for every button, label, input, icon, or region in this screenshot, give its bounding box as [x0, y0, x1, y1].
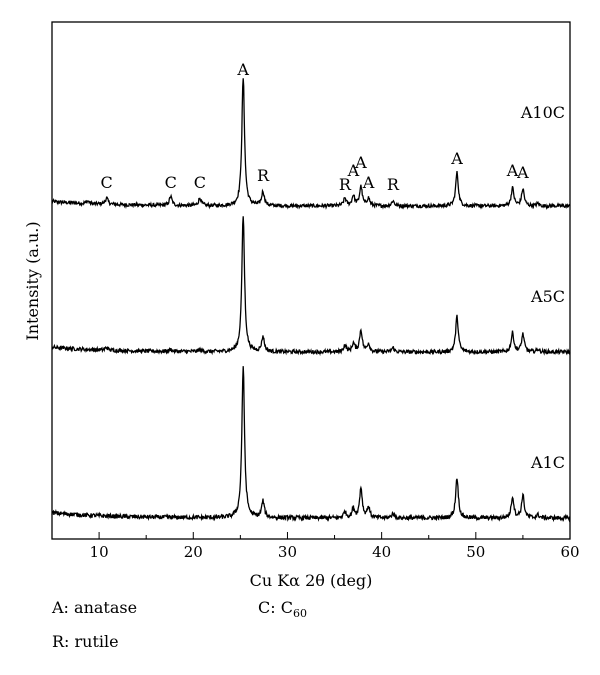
legend-anatase: A: anatase [52, 598, 138, 617]
x-axis-label: Cu Kα 2θ (deg) [250, 571, 373, 590]
legend-c60: C: C60 [258, 598, 307, 620]
peak-label: A [236, 60, 249, 79]
x-tick-label: 60 [560, 543, 579, 561]
peak-label: A [362, 173, 375, 192]
series-line-a1c [51, 366, 571, 523]
peak-label: A [450, 149, 463, 168]
x-tick-label: 30 [278, 543, 297, 561]
peak-label: R [387, 175, 400, 194]
peak-label: A [516, 163, 529, 182]
y-axis-label: Intensity (a.u.) [23, 221, 42, 340]
peak-label: R [339, 175, 352, 194]
peak-label: A [506, 161, 519, 180]
series-line-a5c [51, 216, 571, 357]
peak-label: C [165, 173, 177, 192]
legend-c60-text: C: C [258, 598, 293, 617]
x-tick-label: 10 [90, 543, 109, 561]
legend-c60-subscript: 60 [292, 607, 307, 620]
series-label-a5c: A5C [530, 287, 565, 306]
series-label-a1c: A1C [530, 453, 565, 472]
plot-frame [51, 21, 571, 540]
peak-label: C [194, 173, 206, 192]
series-line-a10c [51, 78, 571, 211]
peak-label: C [100, 173, 112, 192]
peak-label: R [257, 166, 270, 185]
peak-label: A [347, 161, 360, 180]
x-tick-label: 50 [466, 543, 485, 561]
x-tick-label: 40 [372, 543, 391, 561]
series-layer: A10C A5C A1C [51, 78, 571, 523]
peak-label: A [354, 153, 367, 172]
x-tick-label: 20 [184, 543, 203, 561]
series-label-a10c: A10C [520, 103, 565, 122]
legend-rutile: R: rutile [52, 632, 119, 651]
x-axis-ticks: 10 20 30 40 50 60 [51, 532, 580, 561]
